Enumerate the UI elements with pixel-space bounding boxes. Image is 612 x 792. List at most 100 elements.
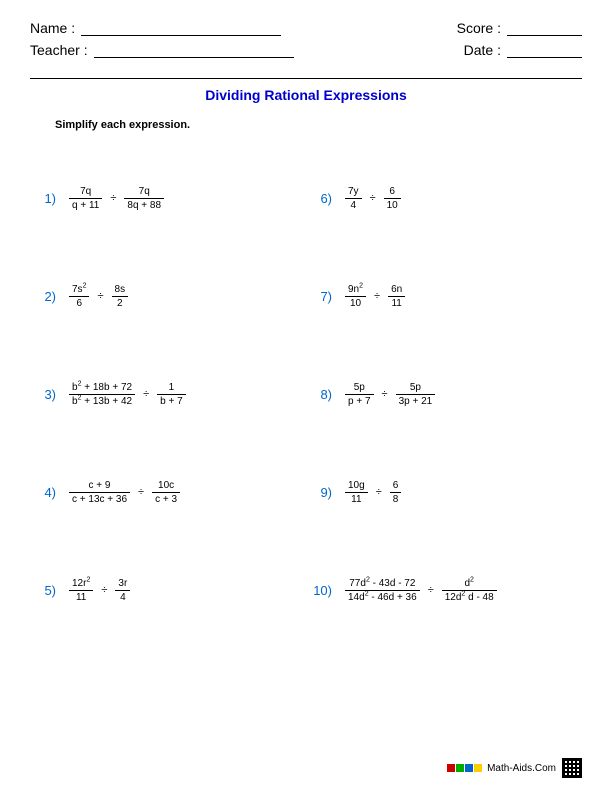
denominator: 6	[73, 297, 85, 310]
numerator: 5p	[407, 381, 424, 394]
score-label: Score :	[457, 20, 501, 36]
problem: 8)5pp + 7÷5p3p + 21	[306, 345, 582, 443]
problem: 6)7y4 ÷ 610	[306, 149, 582, 247]
divide-operator: ÷	[110, 192, 116, 204]
problem-number: 7)	[306, 289, 342, 304]
problems-container: 1)7qq + 11÷7q8q + 882)7s26÷8s23)b2 + 18b…	[0, 149, 612, 639]
denominator: 8	[390, 493, 402, 506]
fraction: 10cc + 3	[152, 479, 180, 506]
divide-operator: ÷	[428, 584, 434, 596]
problem-expression: 9n210 ÷ 6n11	[342, 283, 408, 310]
numerator: 7q	[136, 185, 153, 198]
numerator: 7y	[345, 185, 362, 198]
problem-number: 10)	[306, 583, 342, 598]
problem-number: 2)	[30, 289, 66, 304]
qr-code-icon	[562, 758, 582, 778]
problem-expression: c + 9c + 13c + 36 ÷ 10cc + 3	[66, 479, 183, 506]
date-label: Date :	[464, 42, 501, 58]
numerator: c + 9	[86, 479, 114, 492]
problem: 3)b2 + 18b + 72b2 + 13b + 42÷1b + 7	[30, 345, 306, 443]
problem: 5)12r211÷3r4	[30, 541, 306, 639]
problem: 4)c + 9c + 13c + 36÷10cc + 3	[30, 443, 306, 541]
denominator: 8q + 88	[124, 199, 164, 212]
date-blank	[507, 44, 582, 58]
fraction: 3r4	[115, 577, 130, 604]
footer-icon	[447, 764, 455, 772]
numerator: 6	[386, 185, 398, 198]
fraction: 68	[390, 479, 402, 506]
header-row-2: Teacher : Date :	[30, 42, 582, 58]
denominator: c + 3	[152, 493, 180, 506]
problem: 10)77d2 - 43d - 7214d2 - 46d + 36÷d212d2…	[306, 541, 582, 639]
denominator: b + 7	[157, 395, 186, 408]
instruction-text: Simplify each expression.	[55, 119, 612, 131]
fraction: b2 + 18b + 72b2 + 13b + 42	[69, 381, 135, 408]
denominator: 11	[388, 297, 404, 310]
problems-column-right: 6)7y4÷6107)9n210÷6n118)5pp + 7÷5p3p + 21…	[306, 149, 582, 639]
denominator: c + 13c + 36	[69, 493, 130, 506]
fraction: 7qq + 11	[69, 185, 102, 212]
score-blank	[507, 22, 582, 36]
divide-operator: ÷	[382, 388, 388, 400]
fraction: 7s26	[69, 283, 89, 310]
numerator: 10g	[345, 479, 368, 492]
divide-operator: ÷	[376, 486, 382, 498]
date-field: Date :	[464, 42, 582, 58]
divide-operator: ÷	[101, 584, 107, 596]
numerator: 9n2	[345, 283, 366, 296]
teacher-label: Teacher :	[30, 42, 88, 58]
footer-icon	[474, 764, 482, 772]
numerator: 12r2	[69, 577, 93, 590]
denominator: 11	[348, 493, 364, 506]
name-blank	[81, 22, 281, 36]
divide-operator: ÷	[374, 290, 380, 302]
problem: 7)9n210 ÷ 6n11	[306, 247, 582, 345]
divide-operator: ÷	[138, 486, 144, 498]
fraction: 1b + 7	[157, 381, 186, 408]
numerator: 7s2	[69, 283, 89, 296]
divide-operator: ÷	[370, 192, 376, 204]
problem-number: 9)	[306, 485, 342, 500]
divide-operator: ÷	[97, 290, 103, 302]
fraction: d212d2 d - 48	[442, 577, 497, 604]
numerator: 10c	[155, 479, 177, 492]
numerator: 77d2 - 43d - 72	[346, 577, 418, 590]
footer-icon	[465, 764, 473, 772]
numerator: 6	[390, 479, 402, 492]
problem: 2)7s26 ÷ 8s2	[30, 247, 306, 345]
header-divider	[30, 78, 582, 79]
footer-icon	[456, 764, 464, 772]
denominator: 10	[347, 297, 364, 310]
problem-expression: 12r211÷3r4	[66, 577, 133, 604]
fraction: c + 9c + 13c + 36	[69, 479, 130, 506]
denominator: 12d2 d - 48	[442, 591, 497, 604]
worksheet-title: Dividing Rational Expressions	[0, 87, 612, 103]
fraction: 610	[384, 185, 401, 212]
fraction: 7y4	[345, 185, 362, 212]
denominator: p + 7	[345, 395, 374, 408]
fraction: 77d2 - 43d - 7214d2 - 46d + 36	[345, 577, 420, 604]
problem-expression: 5pp + 7÷5p3p + 21	[342, 381, 438, 408]
problem-expression: 7y4 ÷ 610	[342, 185, 404, 212]
problem: 9)10g11 ÷ 68	[306, 443, 582, 541]
problem-number: 1)	[30, 191, 66, 206]
numerator: 1	[166, 381, 178, 394]
denominator: 14d2 - 46d + 36	[345, 591, 420, 604]
denominator: 2	[114, 297, 126, 310]
numerator: 5p	[351, 381, 368, 394]
fraction: 7q8q + 88	[124, 185, 164, 212]
problem-number: 8)	[306, 387, 342, 402]
numerator: d2	[461, 577, 476, 590]
problem-number: 6)	[306, 191, 342, 206]
teacher-field: Teacher :	[30, 42, 294, 58]
problems-column-left: 1)7qq + 11 ÷ 7q8q + 88 2)7s26 ÷ 8s2 3)b2 + 18b…	[30, 149, 306, 639]
numerator: 8s	[112, 283, 129, 296]
fraction: 6n11	[388, 283, 405, 310]
problem-expression: 77d2 - 43d - 7214d2 - 46d + 36 ÷ d212d2 d …	[342, 577, 500, 604]
fraction: 5p3p + 21	[396, 381, 436, 408]
numerator: 6n	[388, 283, 405, 296]
problem-expression: 7qq + 11 ÷ 7q8q + 88	[66, 185, 167, 212]
fraction: 5pp + 7	[345, 381, 374, 408]
problem-expression: 10g11 ÷ 68	[342, 479, 404, 506]
title-text: Dividing Rational Expressions	[205, 87, 407, 103]
